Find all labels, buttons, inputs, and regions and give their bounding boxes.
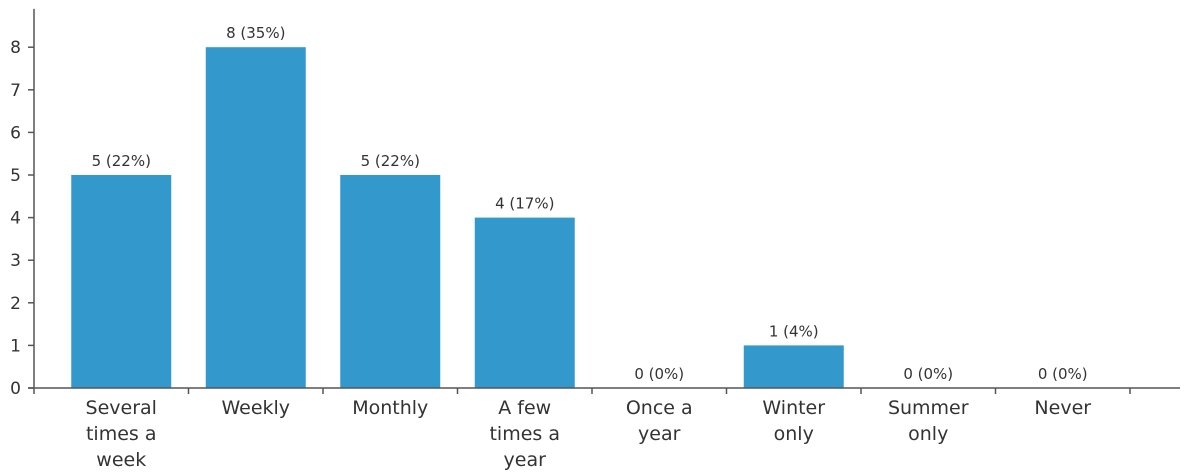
data-label: 0 (0%) (903, 365, 953, 383)
bar (743, 345, 844, 388)
category-label: Never (1034, 397, 1091, 419)
category-label-line: A few (498, 397, 551, 419)
category-label-line: times a (489, 423, 560, 445)
category-label-line: year (638, 423, 681, 445)
category-label-line: Never (1034, 397, 1091, 419)
y-tick-label: 6 (10, 123, 21, 143)
data-label: 5 (22%) (361, 152, 420, 170)
category-label: A few times a year (489, 397, 560, 470)
category-label-line: times a (86, 423, 157, 445)
category-label-line: week (96, 449, 146, 470)
data-labels: 5 (22%) 8 (35%) 5 (22%) 4 (17%) 0 (0%) 1 (4%)… (92, 24, 1088, 383)
category-label-line: Several (86, 397, 157, 419)
data-label: 4 (17%) (495, 195, 554, 213)
y-tick-label: 7 (10, 81, 21, 101)
y-tick-label: 1 (10, 336, 21, 356)
category-label-line: Winter (762, 397, 825, 419)
x-axis (28, 387, 1180, 394)
bar (474, 217, 575, 388)
y-tick-label: 4 (10, 209, 21, 229)
data-label: 5 (22%) (92, 152, 151, 170)
category-label: Weekly (221, 397, 290, 419)
data-label: 8 (35%) (226, 24, 285, 42)
category-label: Once a year (626, 397, 693, 445)
category-label-line: Summer (888, 397, 969, 419)
category-label-line: Weekly (221, 397, 290, 419)
y-tick-label: 8 (10, 38, 21, 58)
category-label-line: year (504, 449, 547, 470)
category-label-line: only (908, 423, 948, 445)
data-label: 0 (0%) (1038, 365, 1088, 383)
data-label: 1 (4%) (769, 322, 819, 340)
y-axis: 0 1 2 3 4 5 6 7 8 (10, 8, 35, 399)
bars (71, 47, 844, 388)
y-tick-label: 3 (10, 251, 21, 271)
y-tick-label: 2 (10, 294, 21, 314)
category-label-line: Once a (626, 397, 693, 419)
category-label-line: Monthly (352, 397, 428, 419)
category-label: Winter only (762, 397, 825, 445)
category-label: Several times a week (86, 397, 157, 470)
bar (340, 175, 441, 388)
category-label-line: only (774, 423, 814, 445)
category-label: Monthly (352, 397, 428, 419)
y-tick-label: 0 (10, 379, 21, 399)
category-labels: Several times a week Weekly Monthly A few time… (86, 397, 1092, 471)
data-label: 0 (0%) (634, 365, 684, 383)
bar (71, 175, 172, 388)
y-tick-label: 5 (10, 166, 21, 186)
bar (205, 47, 306, 388)
category-label: Summer only (888, 397, 969, 445)
